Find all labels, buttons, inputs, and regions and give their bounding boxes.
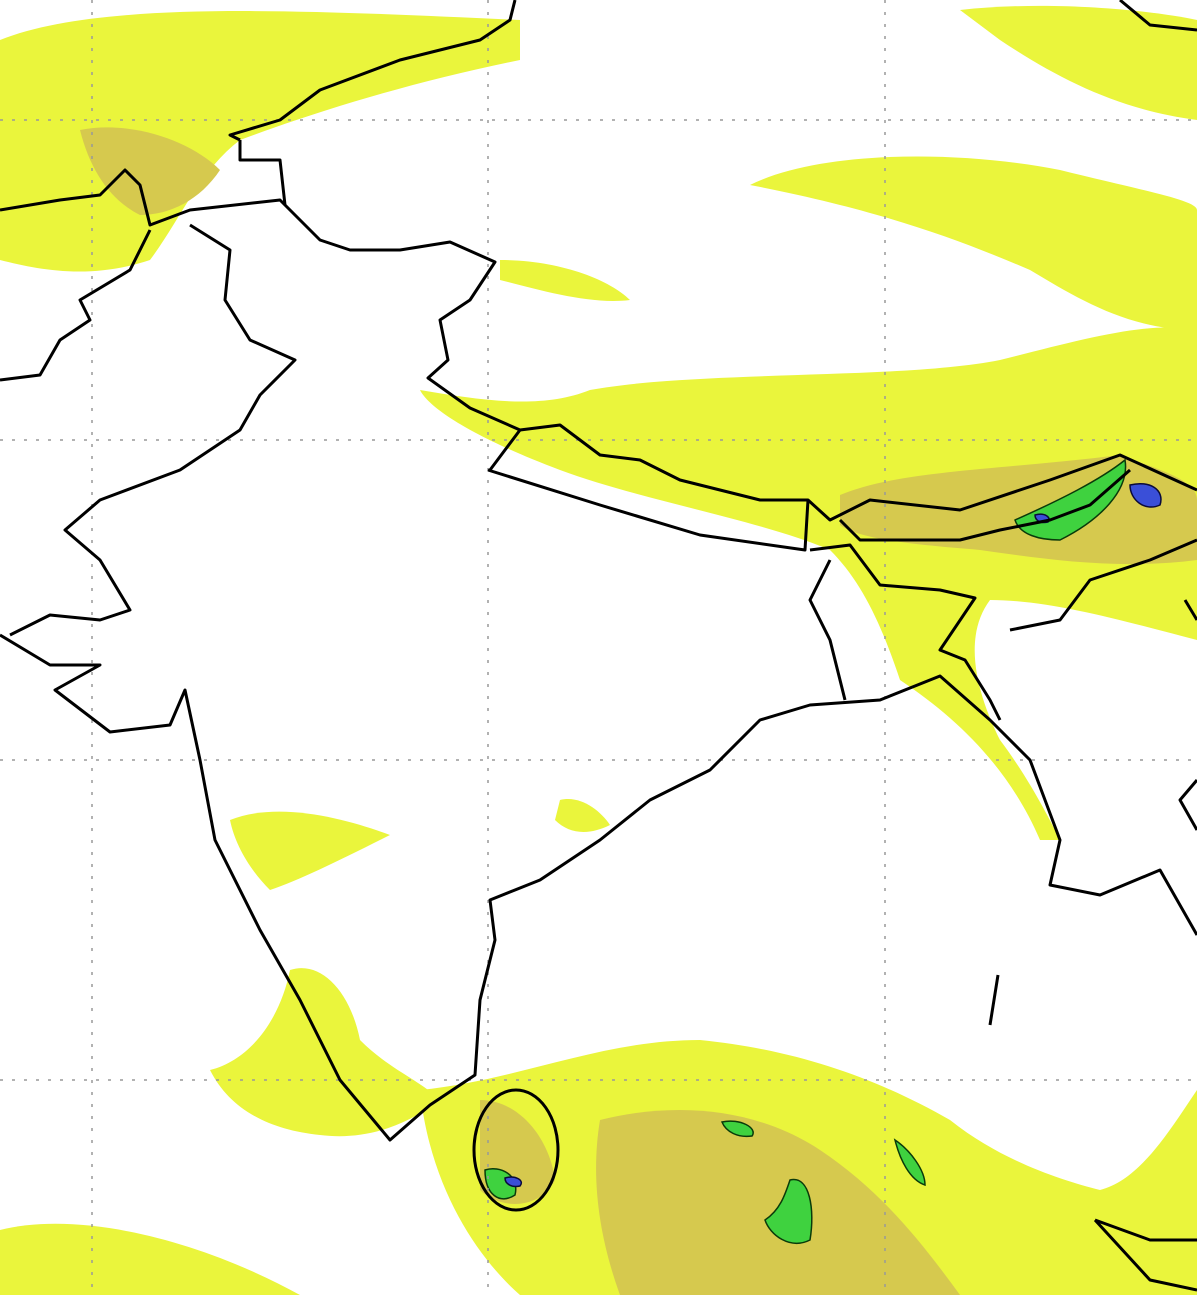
border xyxy=(238,140,287,206)
island xyxy=(988,974,1000,1026)
border xyxy=(0,168,1197,522)
precip-core xyxy=(893,1138,926,1187)
border xyxy=(808,468,1131,721)
border xyxy=(1009,538,1197,831)
precip-area xyxy=(750,156,1197,330)
precip-area xyxy=(0,1223,300,1295)
coastline xyxy=(1119,0,1197,32)
precip-area xyxy=(596,1110,960,1295)
precip-area xyxy=(230,811,390,890)
precip-area xyxy=(555,799,610,832)
precip-peak xyxy=(1129,483,1162,508)
coastline xyxy=(1093,1218,1197,1292)
precip-area xyxy=(500,260,630,301)
border xyxy=(487,429,810,552)
coastline xyxy=(0,633,1197,1142)
border xyxy=(9,223,297,637)
border xyxy=(228,0,517,142)
border xyxy=(0,229,152,382)
precip-peak xyxy=(504,1176,522,1188)
precip-core xyxy=(720,1120,754,1138)
precip-core xyxy=(764,1178,813,1244)
precip-area xyxy=(960,5,1197,120)
precip-core xyxy=(484,1168,517,1200)
sri-lanka xyxy=(472,1088,560,1212)
precip-area xyxy=(80,127,220,215)
